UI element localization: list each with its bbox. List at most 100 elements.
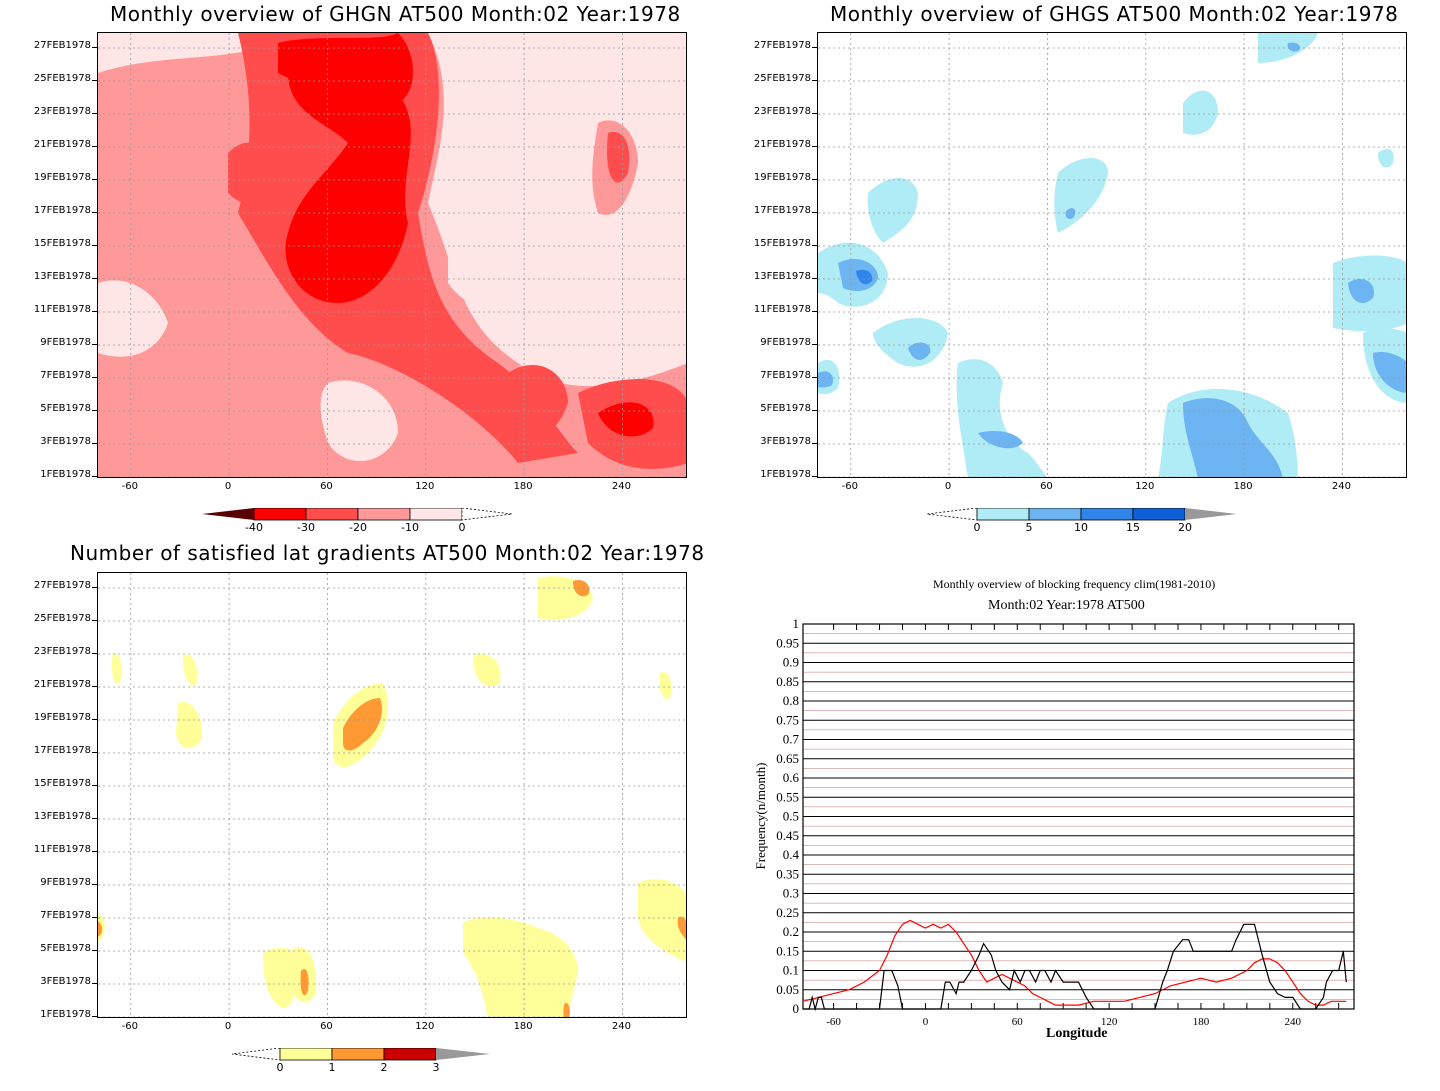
y-tick-label: 7FEB1978	[40, 910, 91, 921]
contour-region-13	[463, 917, 578, 1017]
contour-region-10	[320, 380, 398, 462]
line-chart-title: Monthly overview of blocking frequency c…	[933, 577, 1216, 591]
blocking-frequency-line-chart: 0 0.05 0.1 0.15 0.2 0.25 0.3 0.35 0.4 0.45 0.5 0.55…	[776, 616, 1355, 1028]
colorbar-segment	[331, 1048, 385, 1061]
colorbar-segment	[1028, 508, 1082, 521]
y-tick-mark	[92, 146, 97, 147]
x-tick-label: -60	[121, 1021, 138, 1032]
x-tick-label: 60	[320, 481, 333, 492]
y-tick-label: 5FEB1978	[40, 403, 91, 414]
colorbar-segment	[357, 508, 411, 521]
y-tick-label: 0	[793, 1001, 800, 1016]
y-tick-label: 1FEB1978	[760, 469, 811, 480]
y-tick-mark	[92, 785, 97, 786]
contour-region-5	[908, 342, 931, 360]
colorbar-label: -10	[401, 521, 419, 534]
y-tick-mark	[92, 884, 97, 885]
y-tick-label: 13FEB1978	[33, 271, 91, 282]
y-tick-label: 0.35	[776, 866, 799, 881]
y-tick-mark	[92, 278, 97, 279]
x-tick-label: -60	[841, 481, 858, 492]
y-tick-mark	[92, 719, 97, 720]
y-tick-label: 17FEB1978	[33, 745, 91, 756]
x-tick-label: 0	[944, 481, 952, 492]
y-tick-label: 27FEB1978	[753, 40, 811, 51]
lat-gradients-plot-area	[97, 572, 687, 1018]
y-tick-label: 23FEB1978	[753, 106, 811, 117]
colorbar-triangle	[436, 1048, 490, 1060]
y-tick-label: 0.7	[783, 732, 800, 747]
y-tick-mark	[92, 113, 97, 114]
y-tick-label: 0.4	[783, 847, 800, 862]
y-tick-label: 21FEB1978	[753, 139, 811, 150]
contour-region-2	[856, 269, 873, 285]
y-tick-label: 15FEB1978	[753, 238, 811, 249]
y-tick-label: 3FEB1978	[760, 436, 811, 447]
y-tick-label: 0.05	[776, 982, 799, 997]
y-tick-label: 25FEB1978	[33, 73, 91, 84]
contour-region-11	[1183, 398, 1283, 477]
contour-region-3	[182, 654, 198, 686]
y-tick-mark	[812, 146, 817, 147]
y-tick-label: 1	[793, 616, 800, 631]
y-tick-mark	[92, 752, 97, 753]
contour-region-20	[1373, 351, 1406, 393]
y-tick-label: 0.95	[776, 635, 799, 650]
colorbar-label: 0	[973, 521, 981, 534]
contour-region-8	[343, 698, 383, 751]
y-tick-label: 0.25	[776, 905, 799, 920]
contour-region-14	[563, 1002, 570, 1017]
contour-region-18	[1348, 278, 1374, 303]
y-tick-label: 0.45	[776, 828, 799, 843]
x-tick-label: 180	[1233, 481, 1253, 492]
y-tick-label: 0.5	[783, 809, 799, 824]
ghgn-plot-area	[97, 32, 687, 478]
contour-region-4	[285, 69, 411, 303]
colorbar-label: -40	[245, 521, 263, 534]
line-chart-xlabel: Longitude	[1046, 1026, 1108, 1041]
plot-frame	[802, 623, 1355, 1010]
colorbar-svg	[202, 508, 513, 521]
colorbar-triangle	[461, 508, 513, 521]
series-line-clim	[802, 919, 1347, 1006]
y-tick-mark	[92, 653, 97, 654]
colorbar-segment	[409, 508, 463, 521]
y-tick-label: 0.55	[776, 789, 799, 804]
colorbar-label: 0	[458, 521, 466, 534]
y-tick-label: 19FEB1978	[33, 712, 91, 723]
contour-region-16	[1287, 42, 1300, 52]
y-tick-mark	[92, 620, 97, 621]
y-tick-label: 7FEB1978	[760, 370, 811, 381]
contour-region-7	[818, 371, 834, 388]
contour-region-14	[607, 132, 630, 183]
x-tick-label: 60	[1040, 481, 1053, 492]
series-line-year	[803, 923, 1347, 1012]
y-tick-label: 27FEB1978	[33, 580, 91, 591]
x-tick-label: 180	[513, 481, 533, 492]
y-tick-mark	[92, 818, 97, 819]
y-tick-mark	[812, 212, 817, 213]
y-tick-label: 0.6	[783, 770, 800, 785]
y-tick-mark	[92, 344, 97, 345]
y-tick-label: 11FEB1978	[33, 304, 91, 315]
y-tick-label: 19FEB1978	[753, 172, 811, 183]
y-tick-label: 0.3	[783, 886, 799, 901]
y-tick-mark	[92, 410, 97, 411]
y-tick-mark	[812, 377, 817, 378]
contour-region-9	[978, 431, 1023, 449]
colorbar-label: 2	[380, 1061, 388, 1074]
y-tick-label: 7FEB1978	[40, 370, 91, 381]
contour-region-11	[448, 223, 616, 333]
x-tick-label: 0	[224, 1021, 232, 1032]
y-tick-mark	[812, 443, 817, 444]
colorbar-triangle	[1185, 508, 1237, 520]
y-tick-label: 11FEB1978	[33, 844, 91, 855]
plot-background	[98, 573, 686, 1017]
colorbar-triangle	[202, 508, 254, 520]
x-tick-label: -60	[121, 481, 138, 492]
colorbar-segment	[1132, 508, 1186, 521]
contour-region-9	[638, 879, 686, 963]
y-tick-label: 17FEB1978	[753, 205, 811, 216]
contour-fill	[818, 33, 1406, 477]
y-tick-label: 3FEB1978	[40, 436, 91, 447]
